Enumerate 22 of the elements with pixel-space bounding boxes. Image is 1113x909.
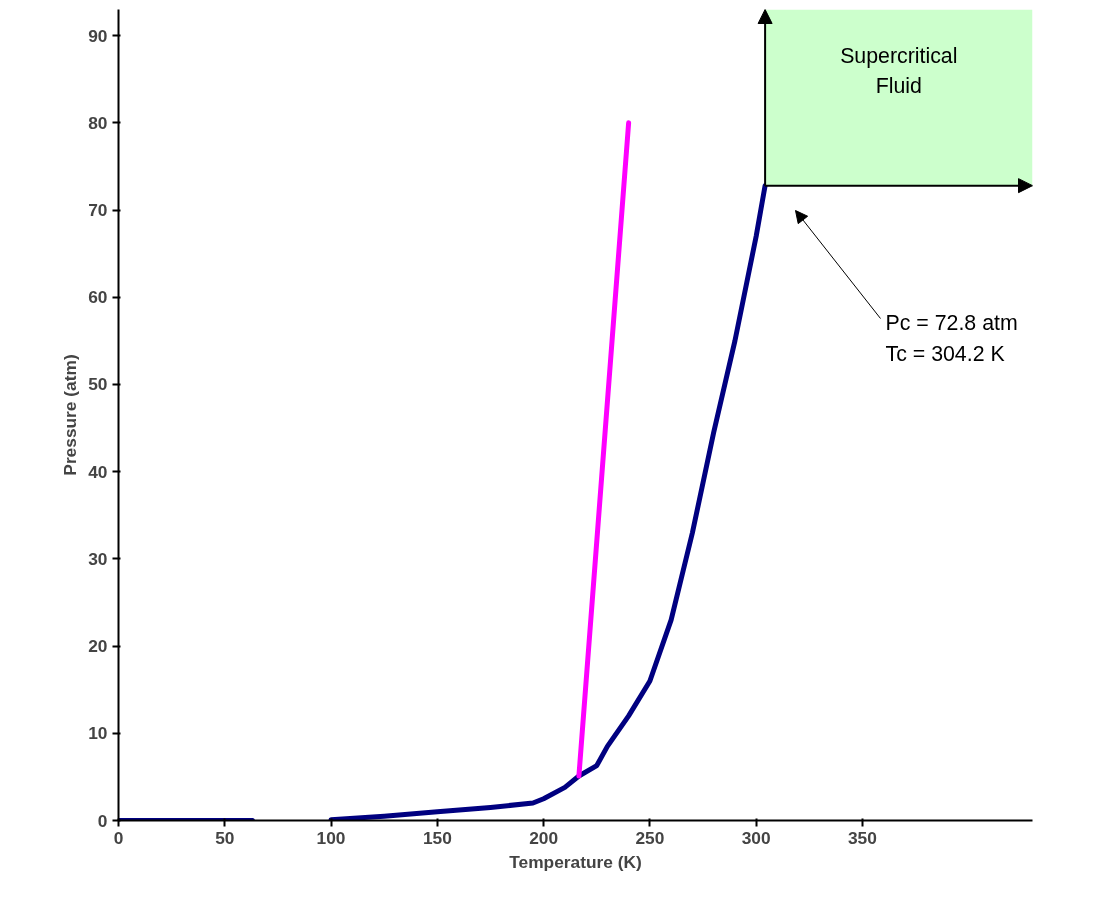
- x-tick-label: 200: [529, 827, 559, 848]
- y-tick-label: 90: [88, 25, 108, 46]
- y-tick-label: 50: [88, 374, 108, 395]
- x-tick-label: 0: [113, 827, 124, 848]
- x-tick-label: 150: [422, 827, 452, 848]
- x-tick-label: 300: [741, 827, 771, 848]
- y-axis-title: Pressure (atm): [60, 354, 81, 476]
- y-tick-label: 0: [97, 810, 108, 831]
- x-axis-title: Temperature (K): [509, 851, 642, 872]
- x-tick-label: 250: [635, 827, 665, 848]
- y-tick-label: 80: [88, 112, 108, 133]
- y-tick-label: 60: [88, 287, 108, 308]
- y-tick-label: 70: [88, 200, 108, 221]
- band-label: Supercritical Fluid: [840, 44, 958, 99]
- y-tick-label: 20: [88, 636, 108, 657]
- y-tick-label: 10: [88, 723, 108, 744]
- x-tick-label: 350: [848, 827, 877, 848]
- x-tick-label: 100: [316, 827, 346, 848]
- y-tick-label: 30: [88, 548, 108, 569]
- x-tick-label: 50: [215, 827, 235, 848]
- y-tick-label: 40: [88, 461, 108, 482]
- annotation: Pc = 72.8 atm Tc = 304.2 K: [885, 310, 1018, 366]
